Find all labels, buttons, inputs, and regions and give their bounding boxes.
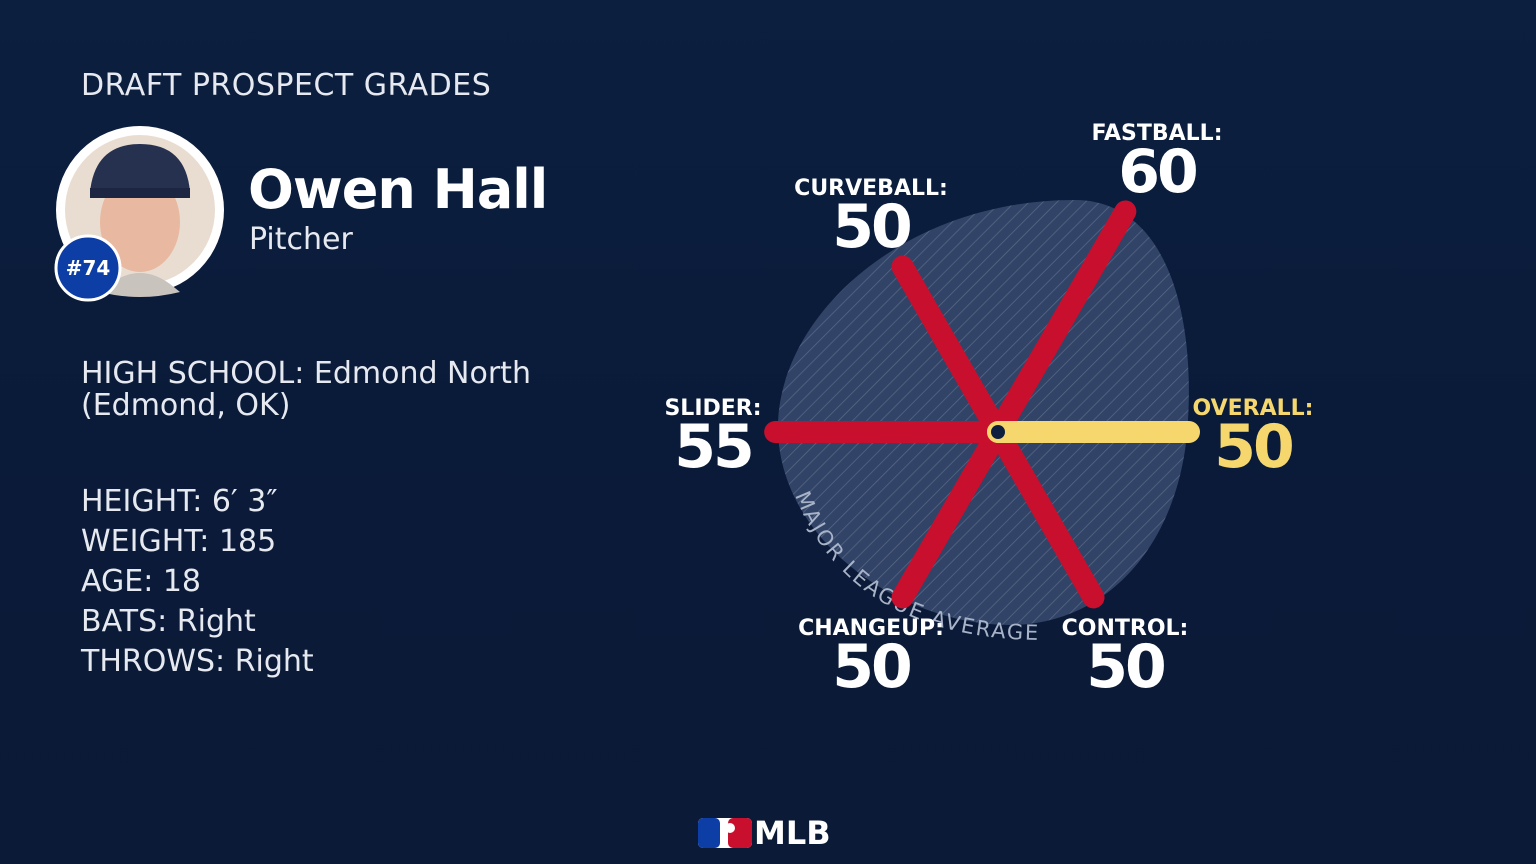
mlb-logo: MLB xyxy=(698,814,831,850)
grade-spoke xyxy=(987,421,1105,609)
stat-line: HEIGHT: 6′ 3″ xyxy=(81,484,278,519)
player-photo: #74 xyxy=(54,126,224,302)
school-info: HIGH SCHOOL: Edmond North (Edmond, OK) xyxy=(81,358,531,422)
grade-label: OVERALL: xyxy=(1193,396,1314,421)
grade-spoke xyxy=(987,200,1137,443)
stat-line: BATS: Right xyxy=(81,604,256,639)
grade-label: FASTBALL: xyxy=(1091,121,1222,146)
center-dot-inner xyxy=(991,425,1005,439)
stat-line: THROWS: Right xyxy=(81,644,314,679)
grade-label: CONTROL: xyxy=(1062,616,1189,641)
grade-value: 50 xyxy=(832,632,910,702)
grade-value: 50 xyxy=(1214,412,1292,482)
grade-value: 60 xyxy=(1118,137,1196,207)
school-line: HIGH SCHOOL: Edmond North xyxy=(81,356,531,391)
grade-value: 50 xyxy=(1086,632,1164,702)
logo-text: MLB xyxy=(754,814,831,850)
grade-spoke xyxy=(891,421,1009,609)
player-position: Pitcher xyxy=(249,222,353,257)
player-stats: HEIGHT: 6′ 3″ WEIGHT: 185 AGE: 18 BATS: Rig… xyxy=(81,482,314,682)
grade-label: SLIDER: xyxy=(664,396,761,421)
grade-label: CURVEBALL: xyxy=(794,176,948,201)
header-title: DRAFT PROSPECT GRADES xyxy=(81,68,492,103)
player-name: Owen Hall xyxy=(248,158,548,221)
grade-label: CHANGEUP: xyxy=(798,616,944,641)
rank-badge: #74 xyxy=(66,256,111,280)
school-line: (Edmond, OK) xyxy=(81,388,291,423)
grade-spoke xyxy=(891,255,1009,443)
grade-value: 55 xyxy=(674,412,752,482)
stat-line: WEIGHT: 185 xyxy=(81,524,277,559)
grade-value: 50 xyxy=(832,192,910,262)
stat-line: AGE: 18 xyxy=(81,564,202,599)
